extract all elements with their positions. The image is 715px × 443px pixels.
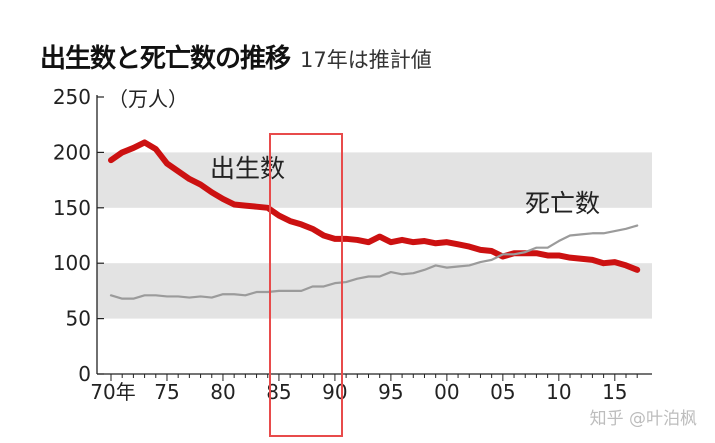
x-tick-label: 75: [154, 380, 179, 404]
series-line-0: [108, 139, 641, 273]
y-tick-label: 150: [53, 196, 91, 220]
x-tick-label: 00: [434, 380, 459, 404]
y-tick-label: 200: [53, 140, 91, 164]
y-tick-label: 0: [78, 362, 91, 386]
x-tick-label: 10: [546, 380, 571, 404]
x-tick-label: 80: [210, 380, 235, 404]
chart-subtitle: 17年は推計値: [300, 48, 432, 72]
watermark: 知乎 @叶泊枫: [589, 409, 697, 429]
series-label-births: 出生数: [210, 154, 285, 183]
x-tick-label: 95: [378, 380, 403, 404]
y-tick-label: 100: [53, 251, 91, 275]
chart-title: 出生数と死亡数の推移: [40, 44, 291, 74]
chart-title-block: 出生数と死亡数の推移 17年は推計値: [40, 38, 432, 75]
y-tick-label: 250: [53, 85, 91, 109]
shaded-band-0: [97, 263, 652, 319]
highlight-box-85-90: [269, 133, 343, 437]
y-tick-label: 50: [66, 307, 91, 331]
x-tick-label: 70年: [90, 380, 135, 404]
x-tick-label: 05: [490, 380, 515, 404]
x-tick-label: 90: [322, 380, 347, 404]
series-line-1: [109, 224, 639, 300]
x-tick-label: 15: [602, 380, 627, 404]
y-unit-label: （万人）: [108, 87, 188, 111]
series-label-deaths: 死亡数: [525, 189, 600, 218]
